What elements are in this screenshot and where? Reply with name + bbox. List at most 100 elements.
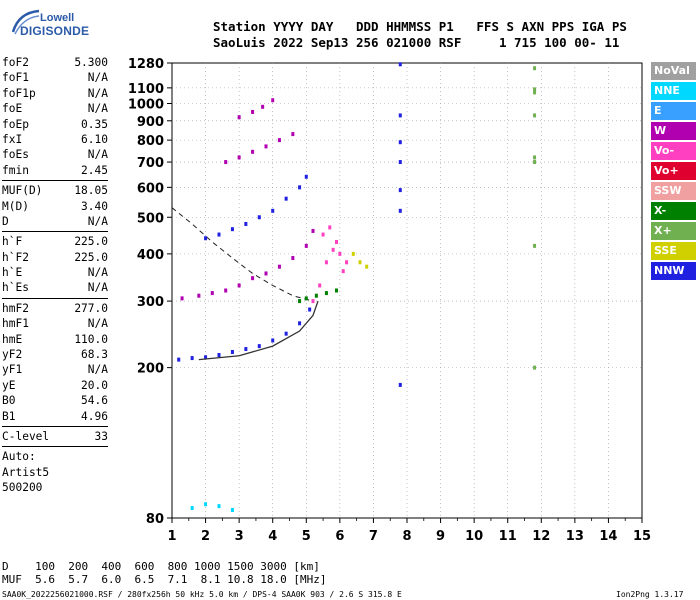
- param-label: M(D): [2, 199, 29, 213]
- echo-point: [533, 90, 537, 95]
- y-tick-label: 1280: [128, 57, 164, 72]
- y-tick-label: 400: [137, 248, 164, 263]
- echo-point: [237, 283, 241, 288]
- echo-point: [190, 506, 194, 511]
- y-tick-label: 500: [137, 211, 164, 226]
- echo-point: [237, 155, 241, 160]
- ionogram-parameters-panel: foF2 5.300 foF1 N/A foF1p N/A foE N/A foEp 0.35 fx…: [2, 55, 108, 496]
- param-row: h`F2 225.0: [2, 250, 108, 265]
- logo-swoosh-icon: [11, 9, 40, 35]
- echo-point: [533, 160, 537, 165]
- echo-point: [298, 185, 302, 190]
- param-row: 500200: [2, 480, 108, 495]
- param-label: fmin: [2, 163, 29, 177]
- echo-point: [335, 288, 338, 293]
- echo-point: [321, 232, 325, 237]
- echo-point: [230, 227, 234, 232]
- y-tick-label: 600: [137, 181, 164, 196]
- param-row: foE N/A: [2, 101, 108, 116]
- echo-point: [224, 288, 228, 293]
- dashed-profile-curve: [171, 207, 314, 302]
- param-row: foEs N/A: [2, 147, 108, 162]
- param-value: N/A: [87, 266, 108, 280]
- param-row: hmE 110.0: [2, 332, 108, 347]
- param-value: 225.0: [74, 250, 108, 264]
- echo-point: [533, 243, 537, 248]
- param-label: Auto:: [2, 450, 36, 464]
- param-row: foF1 N/A: [2, 70, 108, 85]
- echo-point: [398, 382, 402, 387]
- param-row: h`F 225.0: [2, 234, 108, 249]
- param-row: C-level 33: [2, 429, 108, 444]
- param-value: N/A: [87, 102, 108, 116]
- echo-point: [217, 353, 221, 358]
- header-row-2: SaoLuis 2022 Sep13 256 021000 RSF 1 715 …: [213, 35, 620, 50]
- echo-point: [311, 299, 315, 304]
- echo-point: [237, 115, 241, 120]
- param-row: hmF1 N/A: [2, 316, 108, 331]
- param-label: yF1: [2, 363, 23, 377]
- trace-curve: [198, 300, 319, 361]
- legend-item-ssw: SSW: [651, 182, 696, 200]
- param-row: Auto:: [2, 449, 108, 464]
- y-tick-label: 1000: [128, 98, 164, 113]
- param-value: 54.6: [81, 394, 108, 408]
- echo-point: [197, 293, 201, 298]
- footer-distance-row: D 100 200 400 600 800 1000 1500 3000 [km…: [2, 560, 320, 573]
- x-tick-label: 4: [268, 529, 277, 544]
- digisonde-logo: Lowell DIGISONDE: [8, 6, 89, 38]
- footer-muf-row: MUF 5.6 5.7 6.0 6.5 7.1 8.1 10.8 18.0 [M…: [2, 573, 327, 586]
- echo-point: [533, 87, 537, 92]
- param-separator: [2, 425, 108, 427]
- param-row: MUF(D) 18.05: [2, 183, 108, 198]
- param-row: M(D) 3.40: [2, 199, 108, 214]
- x-tick-label: 13: [566, 529, 584, 544]
- echo-point: [264, 271, 268, 276]
- x-tick-label: 1: [167, 529, 176, 544]
- logo-text-lowell: Lowell: [40, 12, 75, 24]
- x-tick-label: 12: [532, 529, 550, 544]
- echo-point: [217, 232, 221, 237]
- param-value: N/A: [87, 317, 108, 331]
- x-tick-label: 15: [633, 529, 651, 544]
- param-label: D: [2, 214, 9, 228]
- param-value: 110.0: [74, 332, 108, 346]
- param-row: foEp 0.35: [2, 117, 108, 132]
- x-tick-label: 2: [201, 529, 210, 544]
- param-row: Artist5: [2, 465, 108, 480]
- param-label: B0: [2, 394, 16, 408]
- param-label: foF1p: [2, 86, 36, 100]
- x-tick-label: 11: [499, 529, 517, 544]
- x-tick-label: 6: [335, 529, 344, 544]
- legend-item-nne: NNE: [651, 82, 696, 100]
- x-tick-label: 10: [465, 529, 483, 544]
- param-label: foF1: [2, 71, 29, 85]
- y-tick-label: 80: [146, 512, 164, 527]
- param-value: 277.0: [74, 301, 108, 315]
- echo-point: [190, 356, 194, 361]
- echo-point: [351, 251, 355, 256]
- legend-item-noval: NoVal: [651, 62, 696, 80]
- param-label: MUF(D): [2, 184, 43, 198]
- echo-point: [358, 260, 362, 265]
- param-label: Artist5: [2, 465, 50, 479]
- legend-item-e: E: [651, 102, 696, 120]
- echo-point: [398, 188, 402, 193]
- logo-text-digisonde: DIGISONDE: [20, 24, 90, 38]
- echo-point: [331, 247, 335, 252]
- x-tick-label: 5: [302, 529, 311, 544]
- x-tick-label: 9: [436, 529, 445, 544]
- echo-point: [314, 293, 318, 298]
- echo-point: [264, 144, 268, 149]
- y-tick-label: 300: [137, 295, 164, 310]
- echo-point: [230, 349, 234, 354]
- param-label: foEp: [2, 117, 29, 131]
- legend-item-nnw: NNW: [651, 262, 696, 280]
- param-value: 4.96: [81, 409, 108, 423]
- param-label: h`E: [2, 266, 23, 280]
- echo-point: [204, 502, 208, 507]
- echo-point: [271, 338, 275, 343]
- param-value: N/A: [87, 86, 108, 100]
- echo-point: [298, 299, 302, 304]
